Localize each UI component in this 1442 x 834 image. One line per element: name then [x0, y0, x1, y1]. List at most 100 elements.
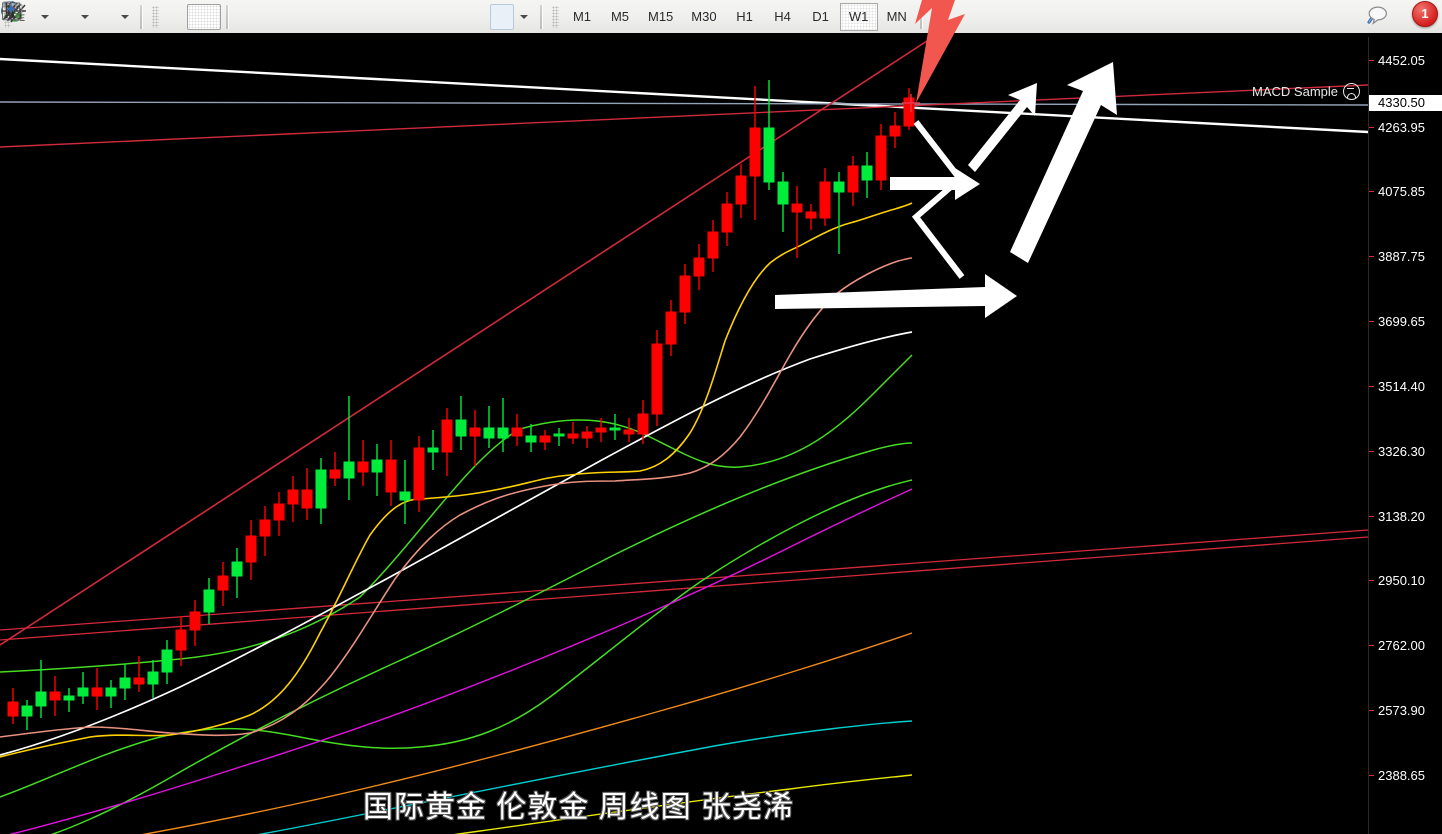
- toolbar-separator-1: [140, 4, 143, 29]
- crosshair-marker: [902, 94, 920, 112]
- ma-salmon: [0, 257, 913, 738]
- candle-body: [595, 427, 607, 433]
- timeframes-grip[interactable]: [552, 5, 559, 28]
- candle-body: [693, 257, 705, 277]
- candle-body: [413, 447, 425, 501]
- candle-body: [385, 459, 397, 493]
- drawtools-grip[interactable]: [152, 5, 159, 28]
- price-axis-tick: 3887.75: [1369, 249, 1442, 265]
- timeframe-h1[interactable]: H1: [736, 9, 753, 24]
- timeframe-m1[interactable]: M1: [572, 9, 592, 24]
- chart-watermark: MACD Sample: [1252, 83, 1360, 100]
- objects-icon[interactable]: [5, 3, 514, 30]
- period-clock-icon[interactable]: [1, 1, 79, 30]
- price-axis[interactable]: 4452.05 4330.50 4263.95 4075.85 3887.75 3699.…: [1368, 37, 1442, 834]
- period-dropdown-caret[interactable]: [81, 14, 89, 19]
- pullback-arrow-upper: [890, 168, 980, 200]
- candle-body: [665, 311, 677, 345]
- sad-face-icon: [1343, 83, 1360, 100]
- ma-lime-curvy: [0, 479, 913, 798]
- watermark-text: MACD Sample: [1252, 84, 1338, 99]
- candle-body: [105, 687, 117, 697]
- text-icon[interactable]: A: [5, 4, 442, 30]
- candle-body: [623, 429, 635, 435]
- candle-body: [861, 165, 873, 181]
- candle-body: [273, 503, 285, 521]
- text-label-icon[interactable]: T: [3, 3, 478, 30]
- ma-yellow-long: [453, 774, 913, 834]
- candlestick-series: [7, 80, 915, 730]
- objects-dropdown-caret[interactable]: [520, 14, 528, 19]
- timeframe-m30[interactable]: M30: [691, 9, 717, 24]
- candle-body: [301, 489, 313, 509]
- timeframe-m15[interactable]: M15: [648, 9, 674, 24]
- candle-body: [161, 649, 173, 673]
- candle-body: [147, 671, 159, 685]
- timeframe-d1[interactable]: D1: [812, 9, 829, 24]
- pullback-arrow-lower: [775, 274, 1017, 318]
- candle-body: [329, 469, 341, 479]
- ma-lime-lower: [50, 442, 913, 834]
- candle-body: [805, 211, 817, 219]
- indicators-dropdown-caret[interactable]: [121, 14, 129, 19]
- indicators-icon[interactable]: [2, 2, 119, 30]
- candle-body: [455, 419, 467, 437]
- trendline-icon[interactable]: [4, 3, 338, 30]
- breakout-arrow-large: [1010, 62, 1117, 263]
- candle-body: [777, 181, 789, 205]
- candle-body: [35, 691, 47, 707]
- horizontal-line-icon[interactable]: [4, 4, 300, 30]
- candle-body: [833, 181, 845, 193]
- timeframe-w1[interactable]: W1: [839, 2, 878, 31]
- ma-orange: [142, 632, 913, 834]
- moving-average-group: [0, 331, 913, 834]
- fibonacci-icon[interactable]: F: [4, 4, 406, 30]
- timeframe-m5[interactable]: M5: [610, 9, 630, 24]
- notification-badge[interactable]: 1: [1412, 0, 1438, 27]
- candle-body: [259, 519, 271, 537]
- new-chart-dropdown-caret[interactable]: [41, 14, 49, 19]
- forecast-annotation-group: [775, 62, 1117, 318]
- rising-red-support: [0, 38, 931, 646]
- price-axis-tick: 4452.05: [1369, 53, 1442, 69]
- price-axis-tick: 4263.95: [1369, 120, 1442, 136]
- candle-body: [637, 413, 649, 435]
- candle-body: [77, 687, 89, 697]
- candle-body: [21, 705, 33, 717]
- candle-body: [63, 695, 75, 701]
- chat-bubble-icon[interactable]: [1368, 4, 1434, 30]
- candle-body: [133, 677, 145, 685]
- cursor-icon[interactable]: [5, 2, 187, 30]
- candle-body: [847, 165, 859, 193]
- price-axis-tick: 3138.20: [1369, 509, 1442, 525]
- toolbar-separator-2: [226, 4, 229, 29]
- candle-body: [819, 181, 831, 219]
- candle-body: [791, 203, 803, 213]
- candle-body: [203, 589, 215, 613]
- candle-body: [427, 447, 439, 453]
- candle-body: [91, 687, 103, 697]
- toolbar-right-group: 1: [1366, 0, 1442, 30]
- equidistant-channel-icon[interactable]: E: [2, 2, 372, 30]
- timeframe-mn[interactable]: MN: [886, 9, 907, 24]
- ma-magenta: [9, 488, 913, 834]
- candle-body: [175, 629, 187, 651]
- upper-red-resistance: [0, 84, 1368, 148]
- vertical-line-icon[interactable]: [9, 3, 258, 30]
- timeframe-h4[interactable]: H4: [774, 9, 791, 24]
- candle-body: [581, 431, 593, 439]
- candle-body: [7, 701, 19, 717]
- price-axis-tick: 2950.10: [1369, 573, 1442, 589]
- candle-body: [119, 677, 131, 689]
- ma-white: [0, 331, 913, 756]
- crosshair-icon[interactable]: [2, 2, 221, 30]
- candle-body: [889, 125, 901, 137]
- candle-body: [315, 469, 327, 509]
- candle-body: [511, 427, 523, 437]
- price-chart-canvas[interactable]: 国际黄金 伦敦金 周线图 张尧浠 MACD Sample: [0, 37, 1368, 834]
- candle-body: [231, 561, 243, 577]
- price-axis-tick: 4075.85: [1369, 184, 1442, 200]
- price-axis-tick: 3326.30: [1369, 444, 1442, 460]
- candle-body: [469, 427, 481, 437]
- mid-red-channel-upper: [0, 536, 1368, 641]
